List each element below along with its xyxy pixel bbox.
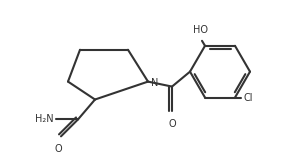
Text: H₂N: H₂N bbox=[35, 114, 54, 124]
Text: O: O bbox=[54, 144, 62, 154]
Text: N: N bbox=[151, 78, 158, 88]
Text: HO: HO bbox=[193, 25, 208, 35]
Text: Cl: Cl bbox=[244, 92, 253, 103]
Text: O: O bbox=[168, 119, 176, 129]
